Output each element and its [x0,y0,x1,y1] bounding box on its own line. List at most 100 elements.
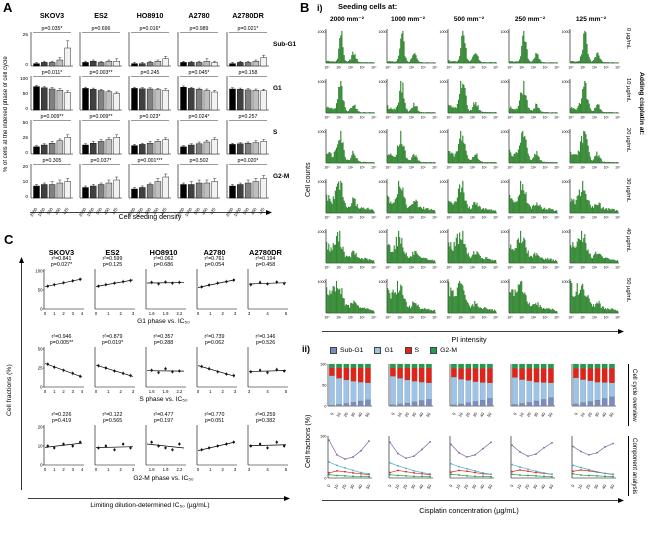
svg-text:10¹: 10¹ [519,266,525,270]
svg-text:10⁰: 10⁰ [568,166,574,170]
histogram: 1000 10⁰ 10¹ 10² 10³ 10⁴ [440,29,499,70]
svg-text:10³: 10³ [543,116,549,120]
cell-cycle-overview-label: Cell cycle overview [628,364,639,426]
svg-text:p=0.016*: p=0.016* [140,26,161,32]
svg-text:10²: 10² [592,266,598,270]
panel-a-row-label: S [273,129,278,136]
svg-text:0: 0 [197,311,200,316]
caption-g2m-vs-ic50: G2-M phase vs. IC₅₀ [133,475,194,482]
cisplatin-row-label: 20 µg/mL [625,128,631,153]
svg-text:20: 20 [38,425,43,430]
scatter-stats-r2: r²=0.146 [255,334,276,340]
svg-text:10³: 10³ [482,66,488,70]
svg-text:10¹: 10¹ [458,316,464,320]
svg-text:1000: 1000 [318,230,326,234]
svg-text:1000: 1000 [37,206,47,217]
svg-text:1000: 1000 [318,130,326,134]
svg-text:10²: 10² [348,216,354,220]
svg-text:1000: 1000 [440,230,448,234]
svg-text:250: 250 [250,206,259,215]
svg-text:40: 40 [357,483,364,490]
scatter-chart-2-0: 0 10 20 0 1 2 3 4 [38,425,84,472]
svg-text:0: 0 [44,389,47,394]
svg-text:10¹: 10¹ [519,66,525,70]
scatter-stats-r2: r²=0.841 [51,256,72,262]
svg-text:0: 0 [95,311,98,316]
histogram-4-3: 1000 10⁰ 10¹ 10² 10³ 10⁴ [501,229,560,270]
svg-text:p=0.245: p=0.245 [141,70,160,76]
svg-text:2: 2 [62,389,65,394]
svg-text:0: 0 [387,483,393,488]
histogram-3-0: 1000 10⁰ 10¹ 10² 10³ 10⁴ [318,179,377,220]
scatter-stats-p: p=0.458 [255,262,276,268]
svg-text:10⁰: 10⁰ [446,166,452,170]
svg-text:5: 5 [285,467,288,472]
panel-b: B i) Seeding cells at: Adding cisplatin … [298,0,650,553]
svg-text:10³: 10³ [543,166,549,170]
svg-text:0: 0 [390,411,396,416]
stacked-bar-chart: 0 10 20 30 40 50 [449,363,494,418]
histogram-2-1: 1000 10⁰ 10¹ 10² 10³ 10⁴ [379,129,438,170]
panel-a-chart-S-4: p=0.257 [226,114,269,155]
svg-text:10⁴: 10⁴ [554,266,560,270]
svg-text:10¹: 10¹ [397,216,403,220]
histogram-3-2: 1000 10⁰ 10¹ 10² 10³ 10⁴ [440,179,499,220]
histogram: 1000 10⁰ 10¹ 10² 10³ 10⁴ [562,29,621,70]
svg-text:p=0.037*: p=0.037* [91,158,112,164]
svg-text:0: 0 [197,467,200,472]
svg-text:10⁰: 10⁰ [324,66,330,70]
svg-text:250: 250 [152,206,161,215]
svg-text:40: 40 [357,411,364,418]
panel-a-chart-G1-0: p=0.011* [30,70,73,111]
svg-text:40: 40 [540,411,547,418]
svg-text:1: 1 [107,389,110,394]
scatter-chart-0-4: 3 4 5 [247,269,288,316]
svg-text:3: 3 [234,467,237,472]
svg-text:1.6: 1.6 [149,467,155,472]
bar-chart: p=0.024* [177,114,220,155]
svg-text:50: 50 [548,483,555,490]
scatter-stats-p: p=0.054 [204,262,225,268]
svg-text:0: 0 [448,483,454,488]
bar-chart: p=0.003** [79,70,122,111]
svg-text:p=0.696: p=0.696 [92,26,111,32]
svg-text:1000: 1000 [379,180,387,184]
svg-text:3: 3 [248,467,251,472]
svg-text:10⁰: 10⁰ [324,216,330,220]
scatter-stats-p: p=0.125 [102,262,123,268]
svg-text:10⁰: 10⁰ [324,316,330,320]
svg-text:0: 0 [324,477,326,481]
svg-text:1.9: 1.9 [163,389,169,394]
scatter-chart-1-0: 0 25 50 0 1 2 3 4 [38,347,84,394]
svg-text:30: 30 [471,483,478,490]
svg-text:10²: 10² [409,66,415,70]
svg-text:1: 1 [53,467,56,472]
svg-text:0: 0 [326,483,332,488]
svg-text:0: 0 [40,385,43,390]
svg-text:50: 50 [487,483,494,490]
histogram-2-4: 1000 10⁰ 10¹ 10² 10³ 10⁴ [562,129,621,170]
svg-text:p=0.502: p=0.502 [190,158,209,164]
legend: Sub-G1 G1 S G2-M [330,347,457,354]
panel-a-y-tick: 0 [25,195,28,200]
scatter-stats-p: p=0.419 [51,418,72,424]
scatter-chart-1-4: 3 4 5 [247,347,288,394]
svg-text:10³: 10³ [543,266,549,270]
svg-text:100: 100 [320,363,326,367]
svg-text:10⁰: 10⁰ [324,166,330,170]
cell-counts-label: Cell counts [305,162,312,198]
svg-text:1000: 1000 [379,30,387,34]
line-chart: 0 10 20 30 40 50 [509,436,555,490]
scatter-plot: 0 1 2 3 [94,347,135,394]
svg-text:10³: 10³ [421,116,427,120]
svg-text:10⁴: 10⁴ [615,316,621,320]
panel-a-chart-S-2: p=0.023* [128,114,171,155]
svg-text:1000: 1000 [562,280,570,284]
svg-text:1: 1 [53,389,56,394]
svg-text:10⁴: 10⁴ [371,266,377,270]
scatter-chart-1-2: 1.6 1.9 2.2 [145,347,186,394]
bar-chart: p=0.023* [128,114,171,155]
svg-text:p=0.024*: p=0.024* [189,114,210,120]
